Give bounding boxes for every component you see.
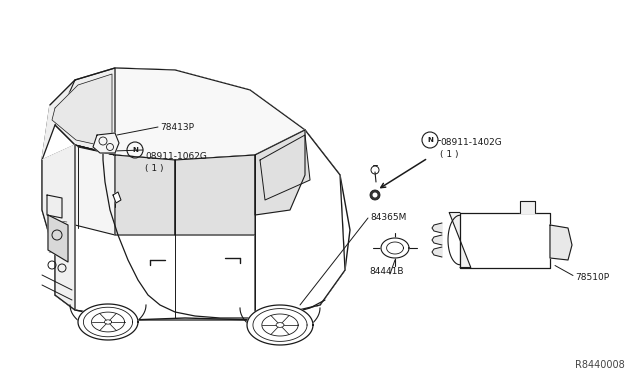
- Polygon shape: [255, 130, 345, 320]
- Polygon shape: [93, 133, 119, 153]
- Text: N: N: [132, 147, 138, 153]
- Polygon shape: [381, 238, 409, 258]
- Polygon shape: [175, 155, 255, 235]
- Text: R8440008: R8440008: [575, 360, 625, 370]
- Circle shape: [370, 190, 380, 200]
- Circle shape: [372, 192, 378, 198]
- Polygon shape: [55, 68, 305, 160]
- Polygon shape: [460, 212, 550, 267]
- Polygon shape: [260, 135, 310, 200]
- Polygon shape: [449, 212, 471, 267]
- Polygon shape: [432, 235, 442, 245]
- Text: N: N: [427, 137, 433, 143]
- Text: 08911-1402G
( 1 ): 08911-1402G ( 1 ): [440, 138, 502, 159]
- Polygon shape: [47, 195, 62, 218]
- Polygon shape: [255, 130, 305, 215]
- Polygon shape: [247, 305, 313, 345]
- Polygon shape: [52, 74, 112, 148]
- Text: 08911-1062G
( 1 ): 08911-1062G ( 1 ): [145, 152, 207, 173]
- Text: 84441B: 84441B: [370, 267, 404, 276]
- Polygon shape: [42, 68, 350, 320]
- Text: 84365M: 84365M: [370, 214, 406, 222]
- Polygon shape: [432, 247, 442, 257]
- Polygon shape: [48, 215, 68, 262]
- Polygon shape: [432, 223, 442, 233]
- Polygon shape: [520, 201, 535, 212]
- Polygon shape: [42, 68, 115, 160]
- Polygon shape: [113, 192, 121, 203]
- Polygon shape: [42, 145, 75, 310]
- Polygon shape: [78, 304, 138, 340]
- Polygon shape: [550, 225, 572, 260]
- Polygon shape: [115, 155, 175, 235]
- Polygon shape: [42, 145, 115, 235]
- Polygon shape: [42, 130, 345, 320]
- Text: 78510P: 78510P: [575, 273, 609, 282]
- Text: 78413P: 78413P: [160, 122, 194, 131]
